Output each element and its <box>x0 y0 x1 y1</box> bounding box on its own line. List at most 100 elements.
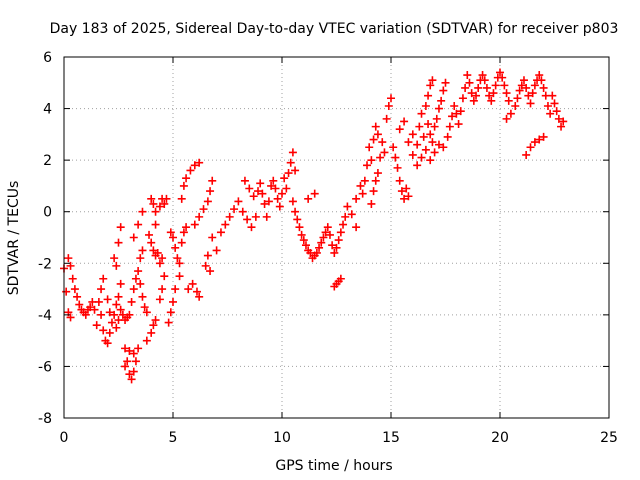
data-point-marker <box>86 303 95 312</box>
data-point-marker <box>376 153 385 162</box>
data-point-marker <box>428 76 437 85</box>
data-point-marker <box>275 202 284 211</box>
data-point-marker <box>439 143 448 152</box>
data-point-marker <box>515 86 524 95</box>
data-point-marker <box>480 76 489 85</box>
data-point-marker <box>273 194 282 203</box>
data-point-marker <box>145 230 154 239</box>
data-point-marker <box>269 176 278 185</box>
data-point-marker <box>559 117 568 126</box>
data-point-marker <box>138 246 147 255</box>
data-point-marker <box>110 254 119 263</box>
data-point-marker <box>147 328 156 337</box>
data-point-marker <box>445 122 454 131</box>
data-point-marker <box>107 318 116 327</box>
data-point-marker <box>123 357 132 366</box>
data-point-marker <box>413 161 422 170</box>
data-point-marker <box>112 300 121 309</box>
y-tick-label: -6 <box>38 359 52 375</box>
data-point-marker <box>103 295 112 304</box>
data-point-marker <box>441 78 450 87</box>
data-point-marker <box>62 287 71 296</box>
data-point-marker <box>97 285 106 294</box>
x-tick-label: 20 <box>491 430 509 446</box>
y-tick-label: 2 <box>43 153 52 169</box>
data-point-marker <box>500 81 509 90</box>
data-point-marker <box>291 166 300 175</box>
data-point-marker <box>173 254 182 263</box>
data-point-marker <box>245 184 254 193</box>
data-point-marker <box>358 189 367 198</box>
data-point-marker <box>66 313 75 322</box>
data-point-marker <box>190 220 199 229</box>
data-point-marker <box>221 220 230 229</box>
data-point-marker <box>382 114 391 123</box>
data-point-marker <box>201 261 210 270</box>
data-point-marker <box>506 109 515 118</box>
data-point-marker <box>206 187 215 196</box>
y-tick-label: 6 <box>43 50 52 66</box>
data-point-marker <box>149 246 158 255</box>
x-tick-label: 25 <box>600 430 618 446</box>
data-point-marker <box>511 101 520 110</box>
data-point-marker <box>336 274 345 283</box>
data-point-marker <box>397 187 406 196</box>
data-point-marker <box>249 192 258 201</box>
data-point-marker <box>424 91 433 100</box>
data-point-marker <box>288 148 297 157</box>
data-point-marker <box>112 323 121 332</box>
data-point-marker <box>136 279 145 288</box>
data-point-marker <box>299 236 308 245</box>
data-point-marker <box>430 148 439 157</box>
data-point-marker <box>286 158 295 167</box>
data-point-marker <box>369 135 378 144</box>
data-point-marker <box>110 310 119 319</box>
data-point-marker <box>426 156 435 165</box>
data-point-marker <box>169 297 177 306</box>
data-point-marker <box>395 125 404 134</box>
data-point-marker <box>482 83 491 92</box>
data-point-marker <box>125 346 134 355</box>
data-point-marker <box>430 122 439 131</box>
data-point-marker <box>443 132 452 141</box>
data-point-marker <box>421 101 430 110</box>
data-point-marker <box>472 91 481 100</box>
data-point-marker <box>400 194 409 203</box>
data-point-marker <box>543 101 552 110</box>
data-point-marker <box>489 89 498 98</box>
data-point-marker <box>526 99 535 108</box>
data-point-marker <box>140 303 149 312</box>
data-point-marker <box>195 158 204 167</box>
y-tick-label: -2 <box>38 256 52 272</box>
data-point-marker <box>535 135 544 144</box>
data-point-marker <box>121 362 130 371</box>
data-point-marker <box>502 89 511 98</box>
data-point-marker <box>260 199 269 208</box>
data-point-marker <box>158 285 167 294</box>
data-point-marker <box>114 292 123 301</box>
data-point-marker <box>129 367 138 376</box>
data-point-marker <box>166 228 175 237</box>
data-point-marker <box>404 192 413 201</box>
data-point-marker <box>155 202 164 211</box>
grid <box>64 57 609 418</box>
data-point-marker <box>171 243 180 252</box>
data-point-marker <box>548 91 557 100</box>
x-tick-label: 0 <box>60 430 69 446</box>
y-tick-label: -8 <box>38 411 52 427</box>
data-point-marker <box>288 197 297 206</box>
data-point-marker <box>158 194 167 203</box>
data-point-marker <box>402 184 411 193</box>
data-point-marker <box>432 114 441 123</box>
data-point-marker <box>373 130 382 139</box>
data-point-marker <box>188 279 197 288</box>
data-point-marker <box>129 285 138 294</box>
data-point-marker <box>450 101 459 110</box>
data-point-marker <box>155 295 164 304</box>
x-tick-label: 10 <box>273 430 291 446</box>
data-point-marker <box>175 259 184 268</box>
data-point-marker <box>142 308 151 317</box>
data-point-marker <box>238 207 247 216</box>
data-point-marker <box>365 143 374 152</box>
